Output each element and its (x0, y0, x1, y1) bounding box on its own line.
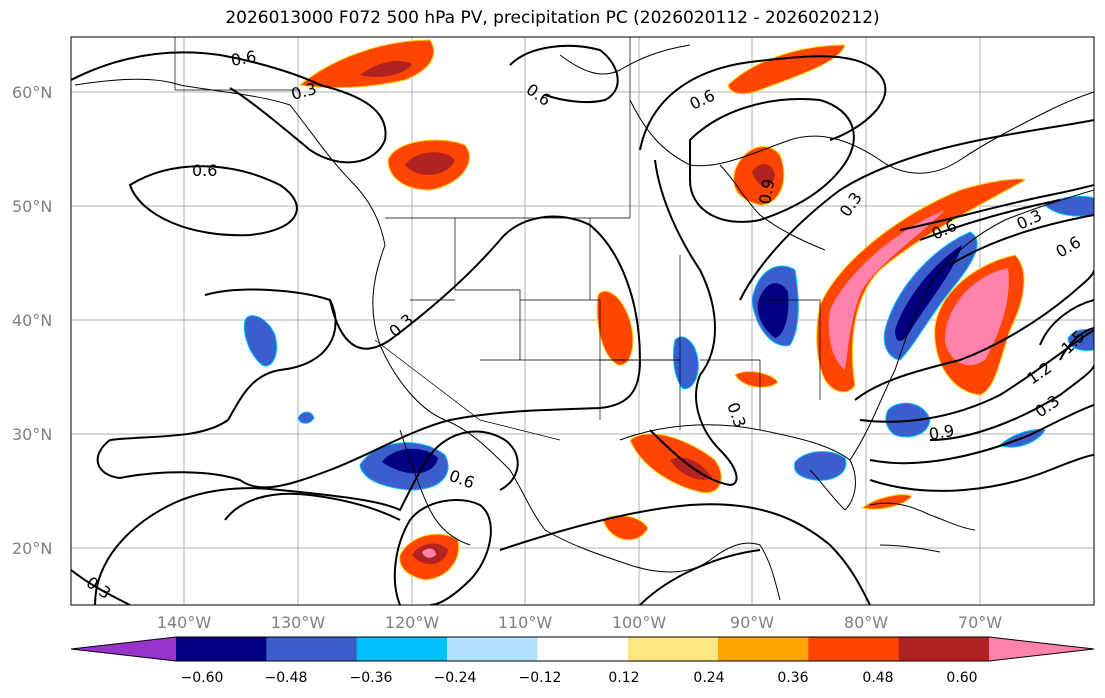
pv-contours (71, 44, 1094, 605)
colorbar-tick-label: −0.48 (265, 670, 308, 686)
colorbar-segment (447, 637, 538, 661)
pv-contour-line (899, 184, 1094, 231)
colorbar-tick-label: 0.48 (862, 670, 893, 686)
colorbar-outline (70, 636, 1095, 662)
pv-contour-line (639, 55, 887, 151)
precip-negative-area (243, 315, 277, 367)
colorbar-tick-label: −0.60 (181, 670, 224, 686)
pv-contour-line (393, 499, 492, 605)
precip-positive-area (734, 371, 779, 388)
colorbar-tick-label: −0.24 (434, 670, 477, 686)
colorbar-tick-label: 0.60 (946, 670, 977, 686)
pv-contour-line (688, 98, 855, 223)
contour-label: 0.6 (192, 161, 217, 180)
lat-label: 20°N (12, 539, 52, 558)
pv-contour-line (949, 214, 1094, 266)
pv-contour-line (1039, 299, 1094, 346)
colorbar-segment (898, 637, 990, 661)
colorbar-segment (808, 637, 900, 661)
pv-contour-line (71, 51, 387, 164)
lat-label: 30°N (12, 425, 52, 444)
pv-contour-line (96, 215, 642, 489)
pv-contour-line (71, 569, 131, 605)
lat-label: 40°N (12, 311, 52, 330)
contour-label: 0.9 (755, 177, 778, 205)
pv-contour-line (869, 454, 1094, 492)
pv-contour-line (509, 44, 619, 104)
pv-contour-line (128, 165, 298, 237)
pv-contour-line (649, 159, 738, 487)
lon-label: 120°W (385, 613, 440, 632)
precip-positive-area (860, 494, 913, 510)
colorbar-segment (627, 637, 719, 661)
map-title: 2026013000 F072 500 hPa PV, precipitatio… (225, 8, 880, 28)
pv-contour-line (919, 199, 1061, 241)
pv-contour-line (94, 454, 431, 605)
lat-label: 60°N (12, 83, 52, 102)
pv-contour-line (224, 492, 401, 521)
latitude-labels: 60°N 50°N 40°N 30°N 20°N (12, 83, 52, 558)
colorbar-tick-label: 0.36 (777, 670, 808, 686)
colorbar-tick-label: −0.36 (350, 670, 393, 686)
pv-contour-line (499, 503, 871, 605)
precip-negative-area (793, 451, 847, 481)
pv-contour-line (1059, 327, 1094, 361)
colorbar-tick-label: −0.12 (519, 670, 562, 686)
precip-negative-area (297, 411, 315, 424)
colorbar-extend-low (71, 637, 176, 661)
colorbar-segment (176, 637, 267, 661)
lon-label: 80°W (844, 613, 888, 632)
colorbar-tick-label: 0.24 (693, 670, 724, 686)
pv-contour-line (929, 364, 1094, 441)
precip-positive-area (298, 39, 435, 89)
state-borders (174, 37, 821, 441)
pv-contour-line (639, 549, 761, 605)
pv-contour-line (429, 430, 519, 491)
lat-label: 50°N (12, 197, 52, 216)
map-frame (70, 36, 1095, 606)
colorbar-segment (718, 637, 809, 661)
pv-contour-line (854, 269, 1094, 401)
lon-label: 70°W (958, 613, 1002, 632)
graticule (71, 37, 1094, 605)
pv-contour-line (869, 404, 1094, 465)
colorbar-segment (266, 637, 358, 661)
precip-positive-area (596, 290, 634, 366)
colorbar-labels: −0.60 −0.48 −0.36 −0.24 −0.12 0.12 0.24 … (181, 670, 978, 686)
contour-label: 0.6 (229, 47, 257, 70)
lon-label: 110°W (498, 613, 553, 632)
longitude-labels: 140°W 130°W 120°W 110°W 100°W 90°W 80°W … (157, 613, 1002, 632)
colorbar-segment (537, 637, 629, 661)
colorbar-extend-high (989, 637, 1094, 661)
colorbar (70, 636, 1095, 662)
coastlines (74, 44, 1094, 601)
pv-contour-line (739, 119, 1094, 301)
lon-label: 140°W (157, 613, 212, 632)
colorbar-segment (356, 637, 448, 661)
lon-label: 100°W (612, 613, 667, 632)
contour-label: 0.9 (927, 421, 955, 444)
lon-label: 90°W (730, 613, 774, 632)
colorbar-tick-label: 0.12 (608, 670, 639, 686)
lon-label: 130°W (271, 613, 326, 632)
